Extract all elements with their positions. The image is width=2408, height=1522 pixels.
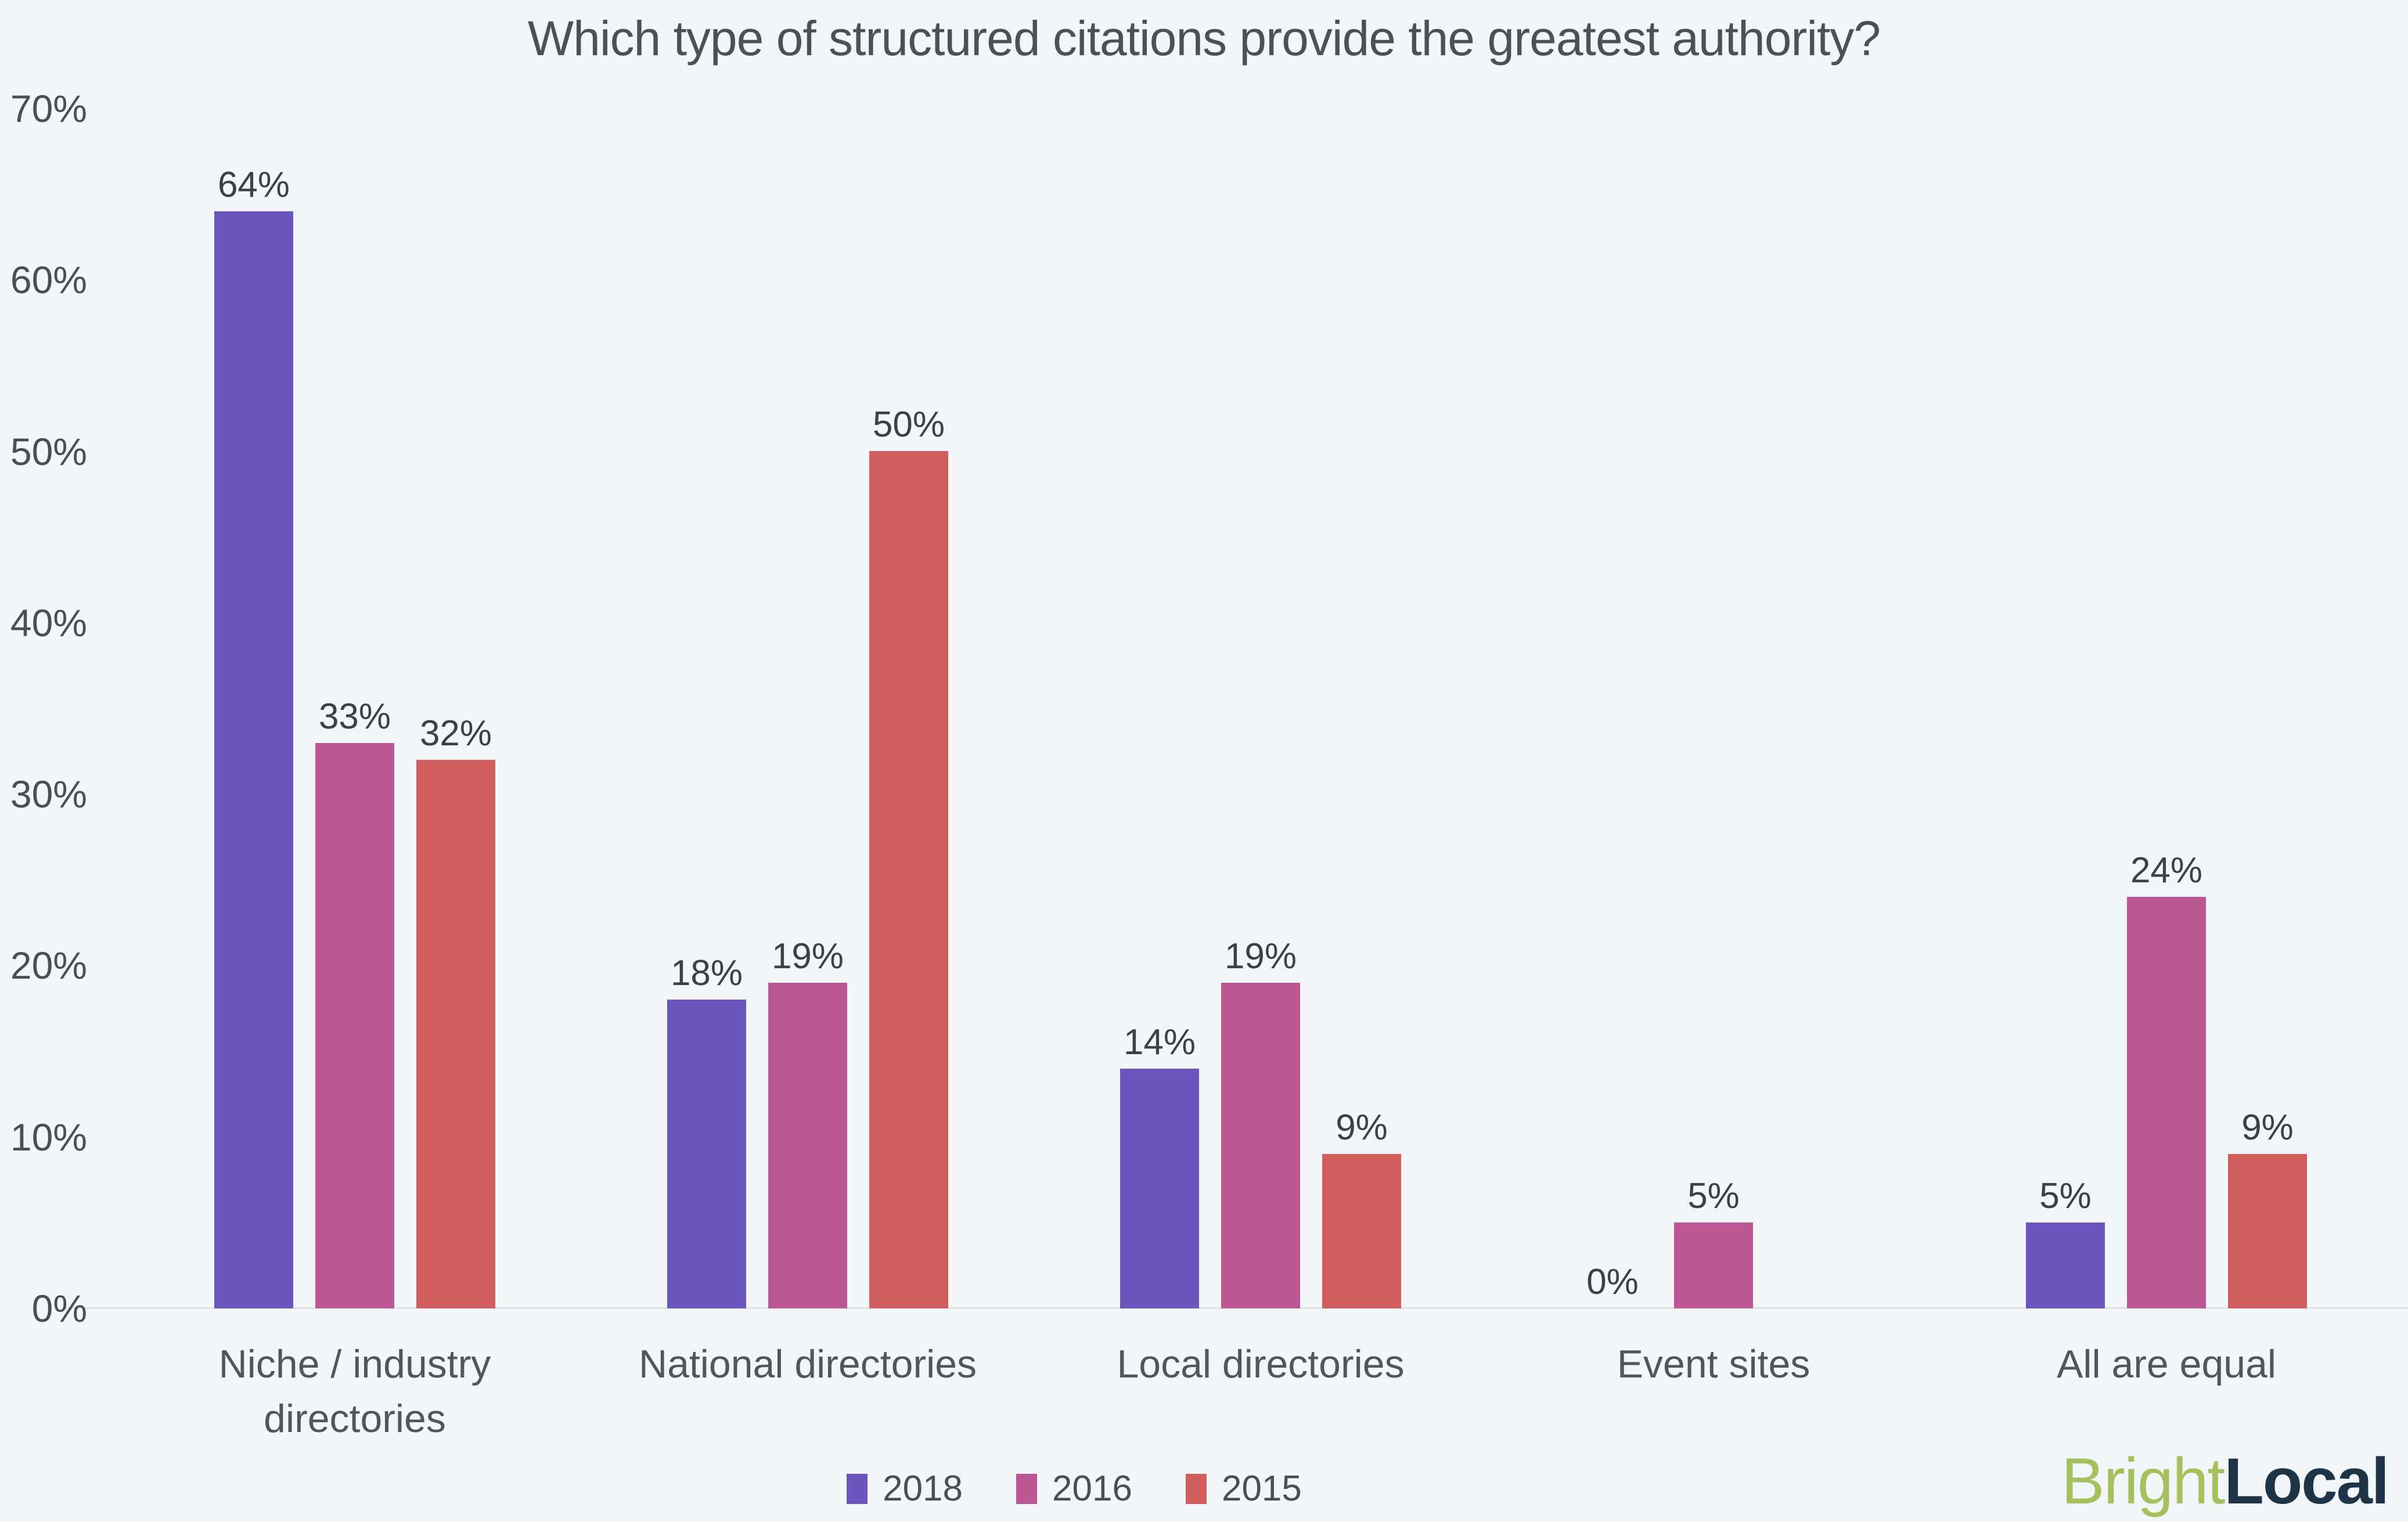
legend-swatch-icon xyxy=(847,1474,868,1504)
bar-2015-4 xyxy=(2228,1154,2307,1308)
bar-2015-1 xyxy=(869,451,948,1308)
bar-value-label: 33% xyxy=(318,697,391,737)
bar-value-label: 5% xyxy=(1687,1176,1740,1216)
bar-2016-1 xyxy=(768,983,847,1308)
legend-swatch-icon xyxy=(1016,1474,1038,1504)
y-axis-tick: 50% xyxy=(10,430,87,473)
bar-2018-1 xyxy=(667,1000,746,1308)
legend-label: 2016 xyxy=(1052,1469,1132,1509)
bar-value-label: 64% xyxy=(217,165,290,205)
bar-value-label: 19% xyxy=(771,936,844,976)
bar-2016-2 xyxy=(1221,983,1300,1308)
bar-2015-0 xyxy=(416,760,495,1308)
bar-value-label: 18% xyxy=(670,953,743,993)
legend-item-2016: 2016 xyxy=(1016,1471,1132,1507)
bar-2016-4 xyxy=(2127,897,2206,1308)
bar-value-label: 50% xyxy=(872,405,945,445)
category-label: National directories xyxy=(638,1342,977,1386)
bar-value-label: 14% xyxy=(1123,1022,1196,1062)
bar-value-label: 0% xyxy=(1586,1262,1639,1302)
legend-label: 2018 xyxy=(883,1469,963,1509)
category-label: Event sites xyxy=(1617,1342,1811,1386)
chart-title: Which type of structured citations provi… xyxy=(527,11,1881,66)
bar-2016-3 xyxy=(1674,1222,1753,1308)
bar-value-label: 24% xyxy=(2130,850,2203,890)
bar-2015-2 xyxy=(1322,1154,1401,1308)
chart-legend: 2018 2016 2015 xyxy=(0,1471,2148,1507)
brightlocal-logo-local: Local xyxy=(2224,1445,2389,1517)
y-axis-tick: 40% xyxy=(10,601,87,644)
y-axis-tick: 30% xyxy=(10,773,87,816)
category-label: Local directories xyxy=(1117,1342,1405,1386)
y-axis-tick: 10% xyxy=(10,1115,87,1159)
bar-2018-2 xyxy=(1120,1069,1199,1308)
y-axis-tick: 60% xyxy=(10,258,87,302)
bar-2018-4 xyxy=(2026,1222,2105,1308)
legend-label: 2015 xyxy=(1221,1469,1302,1509)
y-axis-tick: 70% xyxy=(10,86,87,130)
category-label: All are equal xyxy=(2056,1342,2277,1386)
y-axis-tick: 20% xyxy=(10,944,87,987)
bar-value-label: 32% xyxy=(419,713,492,753)
brightlocal-logo: BrightLocal xyxy=(2061,1444,2389,1519)
bar-2016-0 xyxy=(315,743,394,1308)
brightlocal-logo-bright: Bright xyxy=(2061,1445,2226,1517)
y-axis-tick: 0% xyxy=(31,1287,87,1330)
legend-item-2015: 2015 xyxy=(1185,1469,1302,1509)
bar-value-label: 9% xyxy=(1336,1108,1388,1148)
legend-swatch-icon xyxy=(1185,1474,1207,1504)
legend-item-2018: 2018 xyxy=(847,1471,963,1507)
category-label: Niche / industry directories xyxy=(218,1342,491,1441)
bar-value-label: 9% xyxy=(2241,1108,2294,1148)
bar-value-label: 19% xyxy=(1224,936,1297,976)
bar-value-label: 5% xyxy=(2039,1176,2092,1216)
bar-2018-0 xyxy=(214,211,293,1308)
